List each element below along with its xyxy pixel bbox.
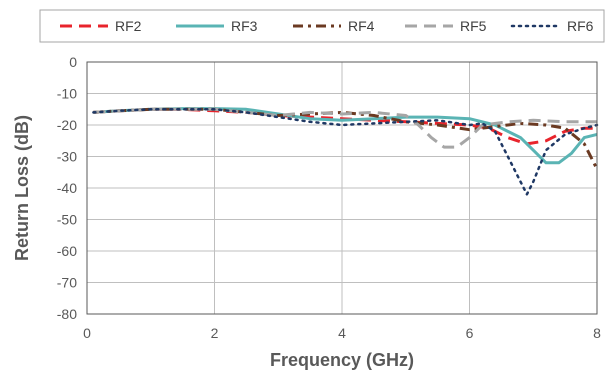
y-axis-title: Return Loss (dB) [12,115,32,261]
y-tick-label: -10 [57,86,77,102]
legend-label-rf3: RF3 [231,18,258,34]
y-tick-label: -80 [57,306,77,322]
y-tick-label: -50 [57,212,77,228]
series-line-rf6 [92,108,599,196]
series-layer [92,107,599,196]
x-tick-label: 0 [83,325,91,341]
x-axis-title: Frequency (GHz) [270,350,414,370]
x-tick-label: 4 [338,325,346,341]
series-line-rf2 [93,107,597,146]
y-tick-label: -60 [57,243,77,259]
y-tick-label: 0 [69,54,77,70]
y-tick-label: -40 [57,180,77,196]
legend-label-rf4: RF4 [348,18,375,34]
legend-label-rf6: RF6 [567,18,594,34]
plot-frame [86,61,598,315]
x-tick-label: 2 [211,325,219,341]
y-tick-label: -20 [57,117,77,133]
legend: RF2 RF3 RF4 RF5 RF6 [39,9,605,43]
x-tick-label: 6 [466,325,474,341]
y-tick-label: -30 [57,149,77,165]
x-tick-label: 8 [593,325,601,341]
legend-label-rf2: RF2 [115,18,142,34]
series-line-rf4 [93,107,599,170]
y-tick-label: -70 [57,275,77,291]
tick-labels: 0 -10 -20 -30 -40 -50 -60 -70 -80 0 2 4 6 8 [57,54,601,341]
legend-label-rf5: RF5 [460,18,487,34]
